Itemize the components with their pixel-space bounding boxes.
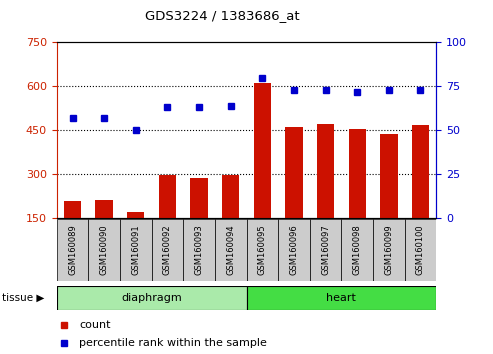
- Bar: [285, 127, 303, 218]
- Text: GSM160094: GSM160094: [226, 224, 235, 275]
- Bar: [88, 219, 120, 281]
- Bar: [215, 219, 246, 281]
- Bar: [96, 200, 113, 218]
- Bar: [278, 219, 310, 281]
- Text: GSM160096: GSM160096: [289, 224, 298, 275]
- Bar: [183, 219, 215, 281]
- Text: GSM160091: GSM160091: [131, 224, 141, 275]
- Text: percentile rank within the sample: percentile rank within the sample: [79, 338, 267, 348]
- Bar: [405, 219, 436, 281]
- Text: GDS3224 / 1383686_at: GDS3224 / 1383686_at: [144, 9, 299, 22]
- Bar: [253, 84, 271, 218]
- Bar: [412, 125, 429, 218]
- Bar: [222, 175, 240, 218]
- Text: diaphragm: diaphragm: [121, 293, 182, 303]
- Text: GSM160093: GSM160093: [195, 224, 204, 275]
- Bar: [57, 286, 246, 310]
- Bar: [152, 219, 183, 281]
- Text: GSM160097: GSM160097: [321, 224, 330, 275]
- Text: count: count: [79, 320, 111, 330]
- Bar: [64, 201, 81, 218]
- Bar: [120, 219, 152, 281]
- Text: GSM160100: GSM160100: [416, 224, 425, 275]
- Bar: [380, 135, 397, 218]
- Bar: [246, 286, 436, 310]
- Text: GSM160089: GSM160089: [68, 224, 77, 275]
- Bar: [310, 219, 341, 281]
- Bar: [57, 219, 88, 281]
- Text: GSM160095: GSM160095: [258, 224, 267, 275]
- Bar: [341, 219, 373, 281]
- Text: GSM160090: GSM160090: [100, 224, 108, 275]
- Text: heart: heart: [326, 293, 356, 303]
- Bar: [190, 178, 208, 218]
- Bar: [159, 175, 176, 218]
- Bar: [373, 219, 405, 281]
- Text: GSM160099: GSM160099: [385, 224, 393, 275]
- Bar: [246, 219, 278, 281]
- Bar: [317, 124, 334, 218]
- Bar: [127, 212, 144, 218]
- Text: GSM160098: GSM160098: [352, 224, 362, 275]
- Bar: [349, 129, 366, 218]
- Text: tissue ▶: tissue ▶: [2, 293, 45, 303]
- Text: GSM160092: GSM160092: [163, 224, 172, 275]
